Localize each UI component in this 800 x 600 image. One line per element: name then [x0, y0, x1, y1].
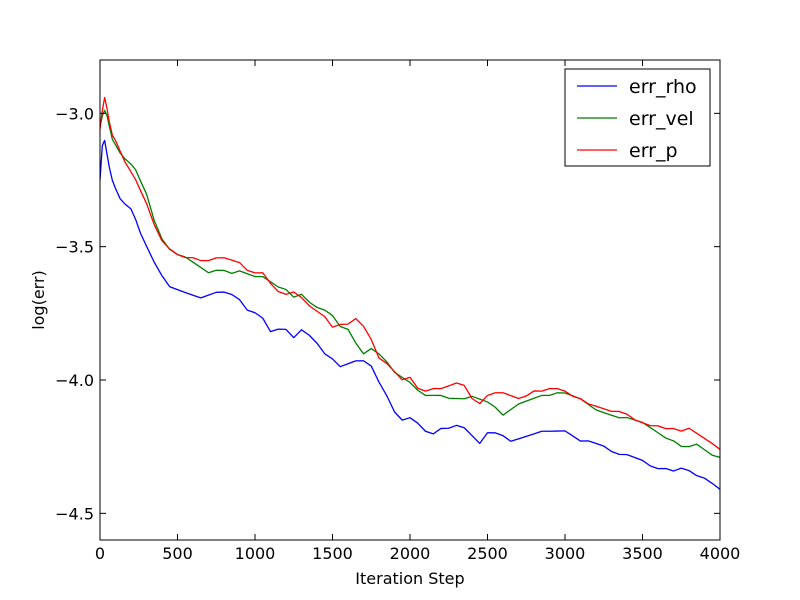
legend-label-err-rho: err_rho [629, 76, 697, 98]
y-tick-label: −3.0 [55, 104, 94, 123]
x-tick-label: 3500 [622, 544, 663, 563]
legend: err_rho err_vel err_p [564, 68, 711, 167]
y-tick-label: −3.5 [55, 238, 94, 257]
tick-layer: 0 500 1000 1500 2000 2500 3000 3500 4000 −4.5 −4.0… [55, 60, 740, 563]
y-axis-title: log(err) [29, 270, 48, 330]
x-tick-label: 500 [162, 544, 193, 563]
x-tick-label: 3000 [545, 544, 586, 563]
y-tick-label: −4.5 [55, 504, 94, 523]
series-line-err-vel [100, 109, 720, 458]
x-tick-label: 1000 [235, 544, 276, 563]
x-tick-label: 2500 [467, 544, 508, 563]
x-axis-title: Iteration Step [355, 569, 464, 588]
series-layer [100, 96, 720, 490]
x-tick-label: 4000 [700, 544, 741, 563]
x-tick-label: 2000 [390, 544, 431, 563]
x-tick-label: 0 [95, 544, 105, 563]
legend-label-err-p: err_p [629, 140, 678, 162]
series-line-err-rho [100, 139, 720, 490]
series-line-err-p [100, 96, 720, 450]
legend-label-err-vel: err_vel [629, 108, 694, 130]
x-tick-label: 1500 [312, 544, 353, 563]
y-tick-label: −4.0 [55, 371, 94, 390]
